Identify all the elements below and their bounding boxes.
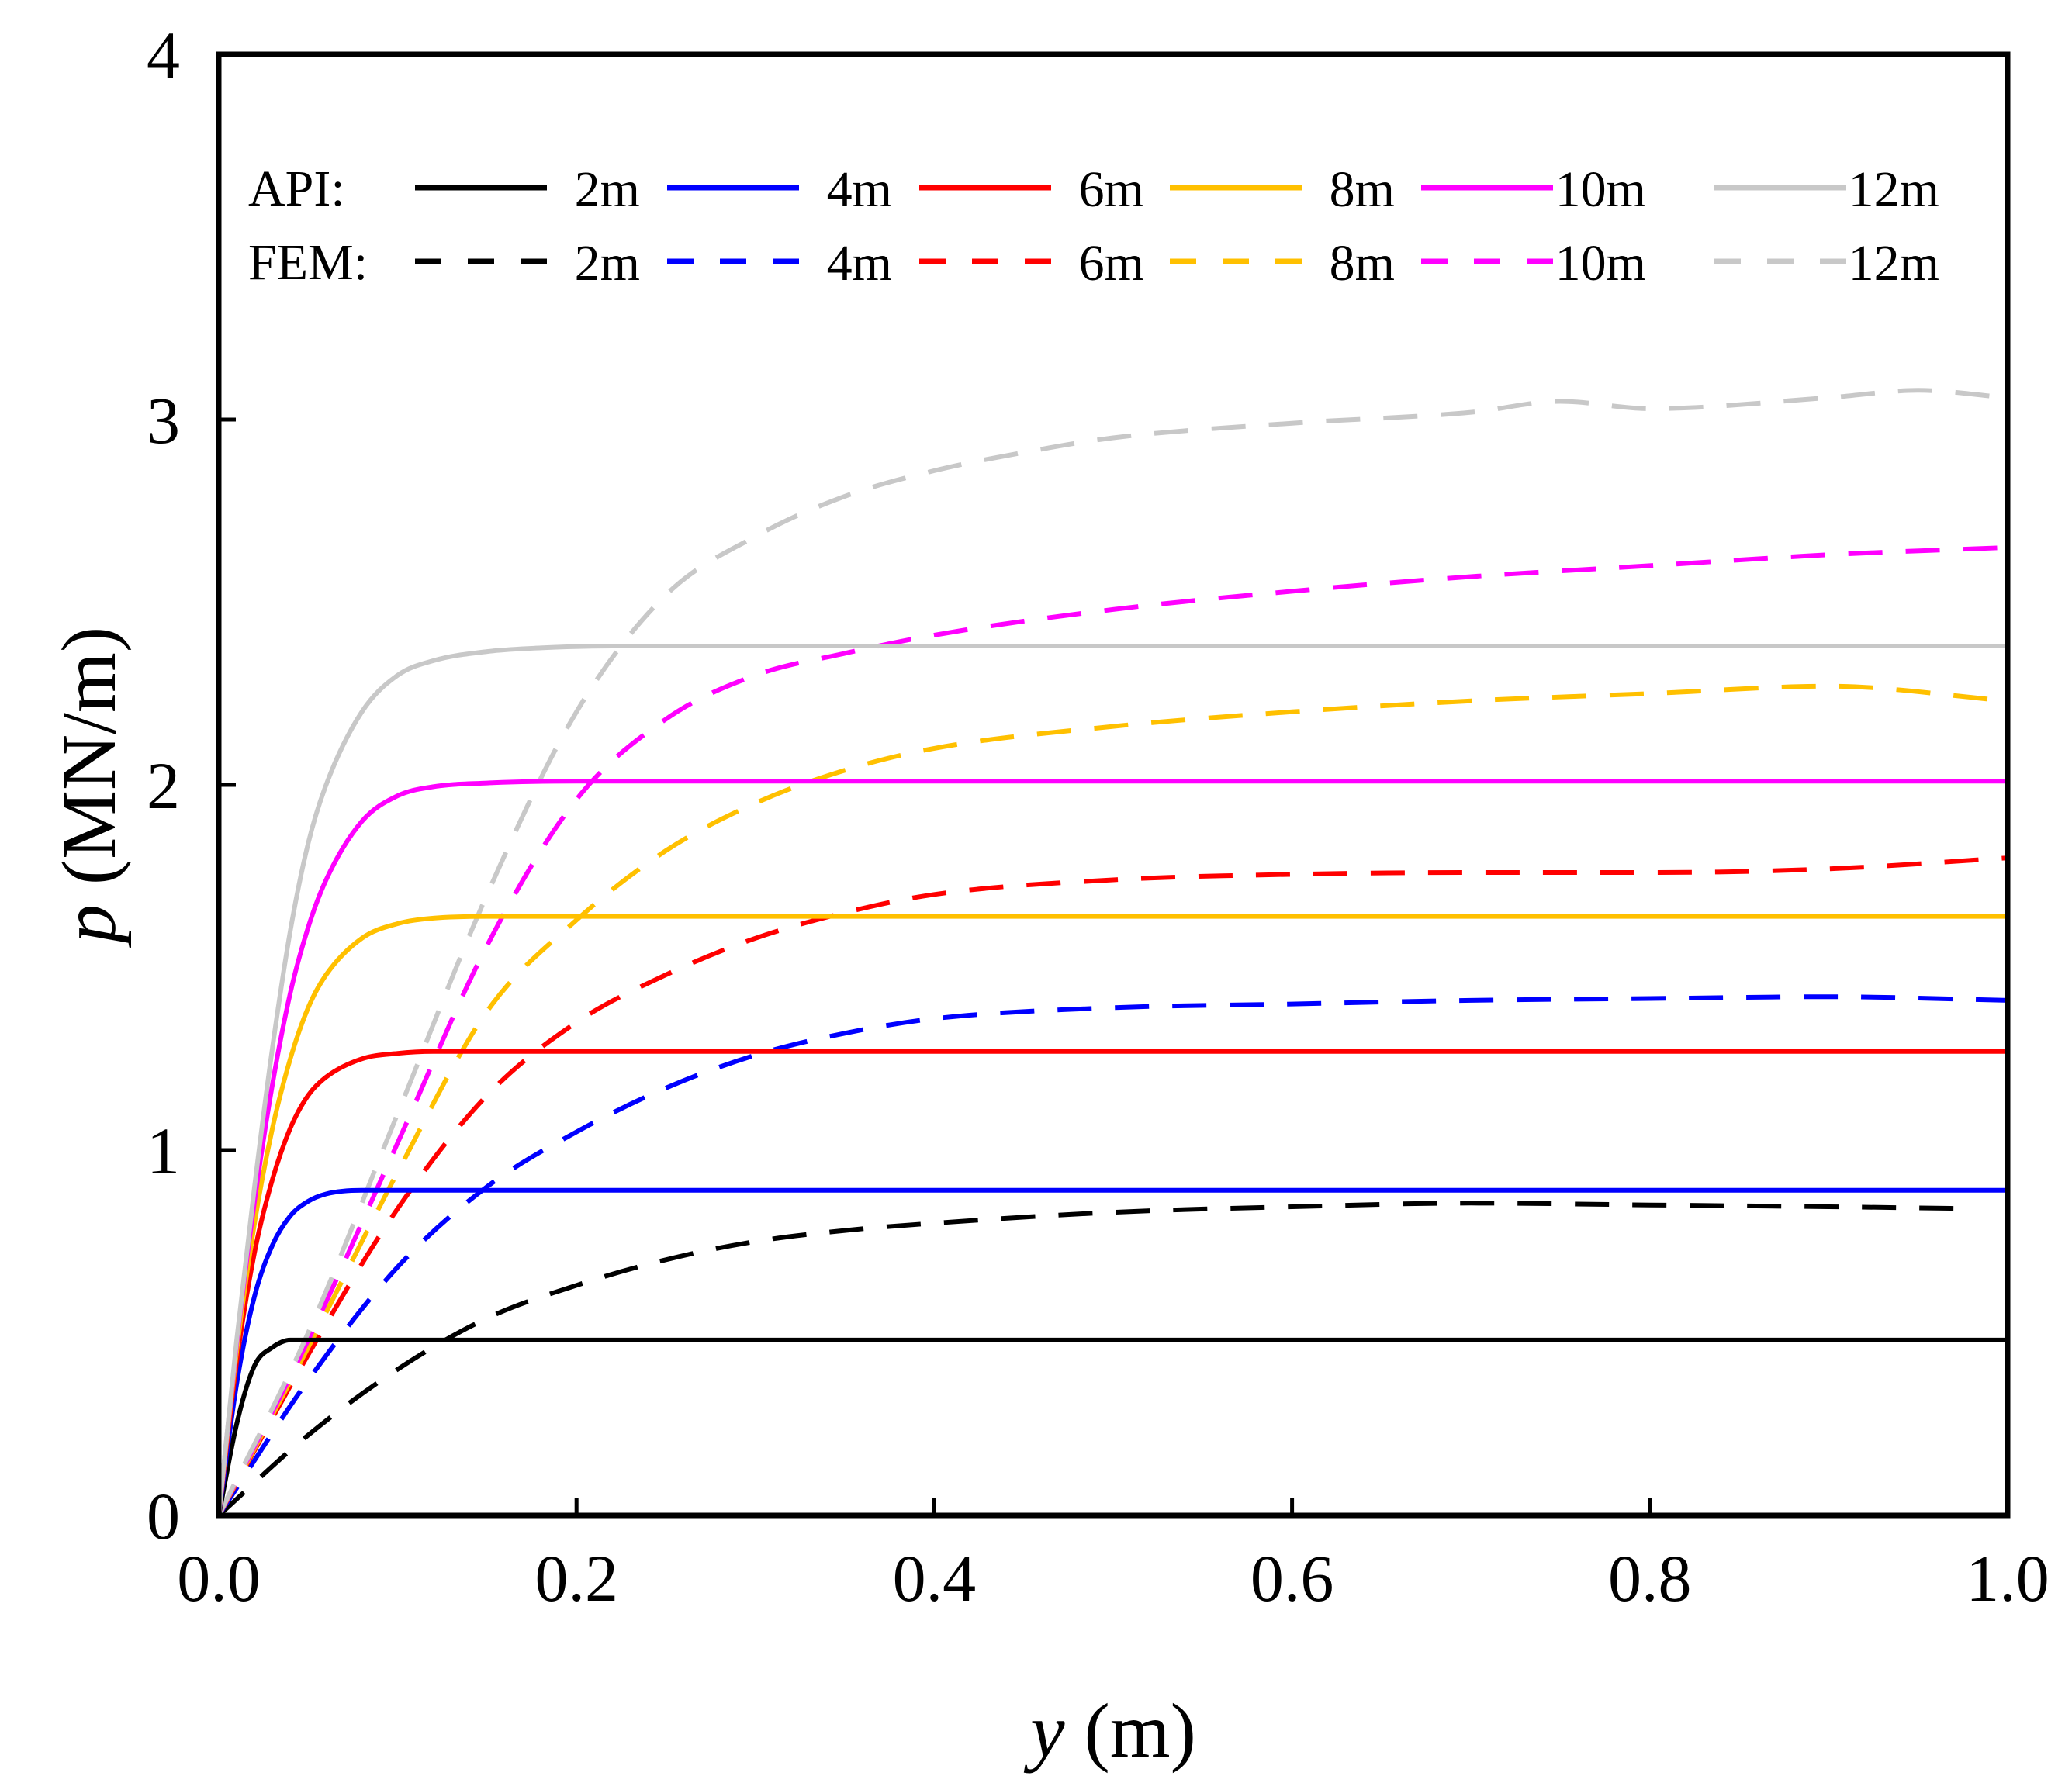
legend-label-fem-12m: 12m: [1849, 235, 1939, 292]
series-layer: [216, 388, 2008, 1518]
series-api-8m: [216, 914, 2008, 1516]
tick-labels-layer: 0.0 0.2 0.4 0.6 0.8 1.0 0 1 2 3 4: [147, 18, 2050, 1615]
x-axis-variable: y: [1023, 1688, 1065, 1774]
y-tick-label: 0: [147, 1479, 180, 1553]
series-api-12m: [216, 643, 2008, 1516]
series-api-2m: [216, 1337, 2008, 1516]
legend-label-fem-10m: 10m: [1555, 235, 1646, 292]
series-api-4m: [216, 1187, 2008, 1516]
series-fem-12m: [216, 388, 2008, 1517]
legend-label-fem-6m: 6m: [1079, 235, 1144, 292]
legend-items: 2m 4m 6m 8m 10m 12m 2m 4m 6m 8m 10m 12m: [415, 161, 1939, 292]
x-axis-title: y (m): [1023, 1688, 1196, 1774]
series-fem-2m: [216, 1201, 1972, 1518]
legend-label-api-8m: 8m: [1330, 161, 1395, 218]
legend-row-label-fem: FEM:: [248, 234, 368, 291]
legend-label-fem-8m: 8m: [1330, 235, 1395, 292]
series-fem-8m: [216, 683, 2008, 1517]
legend-label-api-10m: 10m: [1555, 161, 1646, 218]
legend-label-api-2m: 2m: [575, 161, 640, 218]
y-tick-label: 2: [147, 748, 180, 823]
x-tick-label: 0.8: [1608, 1541, 1692, 1615]
y-axis-title: p (MN/m): [46, 627, 132, 948]
x-axis-unit: (m): [1084, 1688, 1196, 1774]
y-tick-label: 1: [147, 1114, 180, 1188]
x-tick-label: 0.4: [893, 1541, 977, 1615]
legend-label-fem-2m: 2m: [575, 235, 640, 292]
x-tick-label: 0.6: [1250, 1541, 1334, 1615]
series-fem-10m: [216, 544, 2008, 1517]
y-tick-label: 4: [147, 18, 180, 92]
x-tick-label: 0.0: [177, 1541, 261, 1615]
series-api-6m: [216, 1049, 2008, 1516]
legend-label-api-12m: 12m: [1849, 161, 1939, 218]
x-tick-label: 1.0: [1966, 1541, 2050, 1615]
legend-label-fem-4m: 4m: [827, 235, 892, 292]
y-axis-variable: p: [46, 904, 132, 948]
legend-label-api-6m: 6m: [1079, 161, 1144, 218]
legend-label-api-4m: 4m: [827, 161, 892, 218]
plot-frame: [216, 51, 2011, 1519]
y-axis-unit: (MN/m): [46, 627, 132, 885]
x-tick-label: 0.2: [534, 1541, 618, 1615]
series-fem-4m: [216, 994, 2008, 1517]
legend-row-label-api: API:: [248, 161, 345, 217]
y-tick-label: 3: [147, 383, 180, 458]
legend: API: FEM: 2m 4m 6m 8m 10m 12m 2m 4m 6m 8m 10m 12m: [248, 161, 1939, 292]
